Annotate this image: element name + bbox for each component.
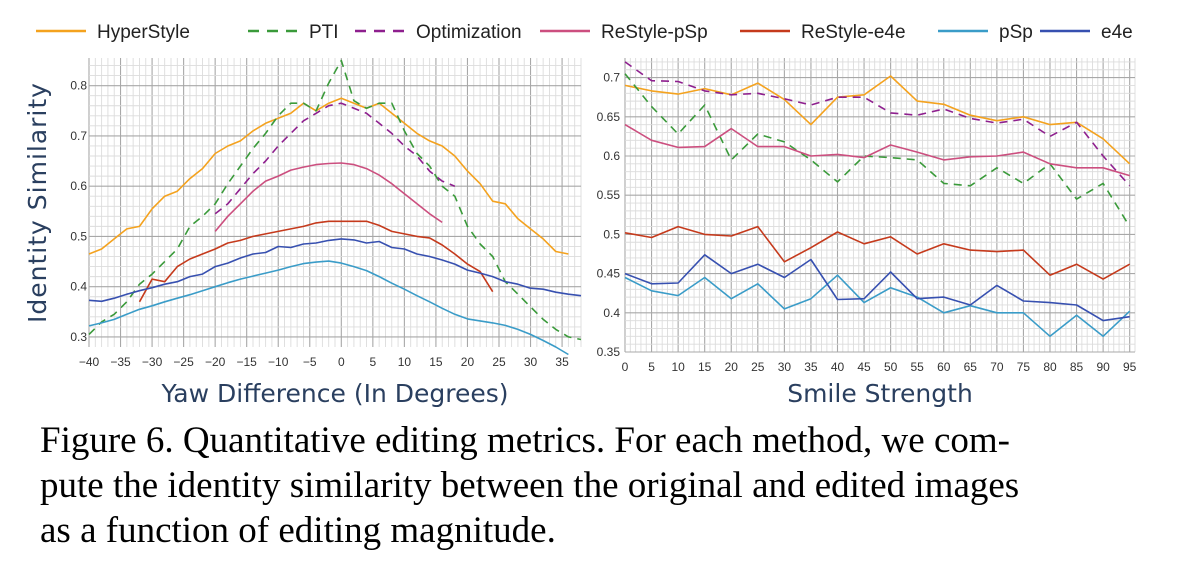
- series-line-optimization: [214, 102, 456, 215]
- series-line-psp: [624, 274, 1131, 338]
- x-axis-title: Smile Strength: [787, 379, 973, 408]
- legend-label: e4e: [1101, 22, 1133, 43]
- x-tick-label: 30: [524, 355, 538, 369]
- y-axis-title: Identity Similarity: [23, 82, 52, 323]
- series-line-pti: [88, 59, 582, 341]
- legend-item-pti: PTI: [248, 22, 339, 43]
- series-line-restyle-psp: [214, 162, 443, 232]
- x-tick-label: 5: [370, 355, 377, 369]
- series-group: [624, 61, 1131, 338]
- y-tick-label: 0.35: [597, 345, 621, 359]
- series-line-e4e: [624, 254, 1130, 322]
- series-line-pti: [624, 73, 1131, 228]
- legend-item-optimization: Optimization: [355, 22, 522, 43]
- x-tick-label: 70: [990, 360, 1004, 374]
- y-tick-label: 0.5: [70, 229, 87, 243]
- y-tick-label: 0.3: [70, 330, 87, 344]
- y-tick-label: 0.5: [603, 227, 620, 241]
- y-tick-label: 0.55: [597, 188, 621, 202]
- y-tick-label: 0.6: [603, 149, 620, 163]
- x-tick-label: −35: [110, 355, 131, 369]
- x-tick-label: 95: [1123, 360, 1137, 374]
- x-tick-label: 60: [937, 360, 951, 374]
- x-tick-label: 10: [398, 355, 412, 369]
- x-tick-labels: −40 −35 −30 −25 −20 −15 −10 −5 0 5 10 15 20 25 30 35: [79, 355, 569, 369]
- x-tick-label: −20: [205, 355, 226, 369]
- series-line-psp: [88, 260, 569, 356]
- chart-yaw-difference: −40 −35 −30 −25 −20 −15 −10 −5 0 5 10 15 20 25 30 35 0.3…: [23, 58, 582, 408]
- x-tick-label: 45: [857, 360, 871, 374]
- x-tick-label: 80: [1043, 360, 1057, 374]
- x-axis-title: Yaw Difference (In Degrees): [160, 379, 508, 408]
- legend-item-e4e: e4e: [1040, 22, 1133, 43]
- x-tick-label: −15: [237, 355, 258, 369]
- legend-label: ReStyle-e4e: [801, 22, 906, 43]
- series-line-restyle-e4e: [138, 220, 494, 303]
- series-line-e4e: [88, 238, 582, 303]
- x-tick-label: 25: [751, 360, 765, 374]
- legend-item-restyle-psp: ReStyle-pSp: [540, 22, 708, 43]
- series-line-hyperstyle: [624, 75, 1131, 165]
- y-tick-label: 0.8: [70, 79, 87, 93]
- x-tick-label: 50: [884, 360, 898, 374]
- legend-label: Optimization: [416, 22, 522, 43]
- x-tick-labels: 0 5 10 15 20 25 30 35 40 45 50 55 60 65 70 75 80 85 90 95: [622, 360, 1137, 374]
- x-tick-label: −40: [79, 355, 100, 369]
- legend-item-psp: pSp: [938, 22, 1033, 43]
- x-tick-label: 25: [492, 355, 506, 369]
- legend-label: HyperStyle: [97, 22, 190, 43]
- x-tick-label: 0: [622, 360, 629, 374]
- x-tick-label: −30: [142, 355, 163, 369]
- x-tick-label: 5: [648, 360, 655, 374]
- x-tick-label: 55: [911, 360, 925, 374]
- y-tick-label: 0.4: [603, 306, 620, 320]
- gridlines: [88, 58, 582, 347]
- x-tick-label: 90: [1096, 360, 1110, 374]
- series-line-hyperstyle: [88, 97, 569, 255]
- x-tick-label: 35: [804, 360, 818, 374]
- x-tick-label: 35: [555, 355, 569, 369]
- figure-caption: Figure 6. Quantitative editing metrics. …: [40, 418, 1160, 553]
- x-tick-label: 40: [831, 360, 845, 374]
- y-tick-labels: 0.35 0.4 0.45 0.5 0.55 0.6 0.65 0.7: [597, 71, 621, 359]
- x-tick-label: 65: [964, 360, 978, 374]
- x-tick-label: 75: [1017, 360, 1031, 374]
- chart-smile-strength: 0 5 10 15 20 25 30 35 40 45 50 55 60 65 70 75 80 85 90 95 0.…: [597, 58, 1137, 408]
- series-line-restyle-psp: [624, 123, 1130, 177]
- legend-item-restyle-e4e: ReStyle-e4e: [740, 22, 906, 43]
- x-tick-label: 15: [429, 355, 443, 369]
- caption-line: Figure 6. Quantitative editing metrics. …: [40, 420, 1010, 461]
- x-tick-label: −5: [303, 355, 317, 369]
- x-tick-label: 85: [1070, 360, 1084, 374]
- x-tick-label: 15: [698, 360, 712, 374]
- y-tick-label: 0.45: [597, 267, 621, 281]
- x-tick-label: 20: [725, 360, 739, 374]
- y-tick-label: 0.7: [70, 129, 87, 143]
- series-line-restyle-e4e: [624, 225, 1131, 280]
- series-line-optimization: [624, 61, 1131, 187]
- x-tick-label: −25: [173, 355, 194, 369]
- y-tick-label: 0.7: [603, 71, 620, 85]
- legend-item-hyperstyle: HyperStyle: [36, 22, 190, 43]
- caption-line: as a function of editing magnitude.: [40, 510, 556, 551]
- legend: HyperStyle PTI Optimization ReStyle-pSp ReSt…: [36, 22, 1133, 43]
- caption-line: pute the identity similarity between the…: [40, 465, 1020, 506]
- y-tick-label: 0.4: [70, 280, 87, 294]
- legend-label: PTI: [309, 22, 339, 43]
- chart-canvas: HyperStyle PTI Optimization ReStyle-pSp ReSt…: [23, 22, 1137, 408]
- x-tick-label: 20: [461, 355, 475, 369]
- x-tick-label: 0: [338, 355, 345, 369]
- x-tick-label: 30: [778, 360, 792, 374]
- x-tick-label: 10: [671, 360, 685, 374]
- legend-label: ReStyle-pSp: [601, 22, 708, 43]
- y-tick-label: 0.65: [597, 110, 621, 124]
- legend-label: pSp: [999, 22, 1033, 43]
- y-tick-label: 0.6: [70, 179, 87, 193]
- y-tick-labels: 0.3 0.4 0.5 0.6 0.7 0.8: [70, 79, 87, 344]
- x-tick-label: −10: [268, 355, 289, 369]
- series-group: [88, 59, 582, 356]
